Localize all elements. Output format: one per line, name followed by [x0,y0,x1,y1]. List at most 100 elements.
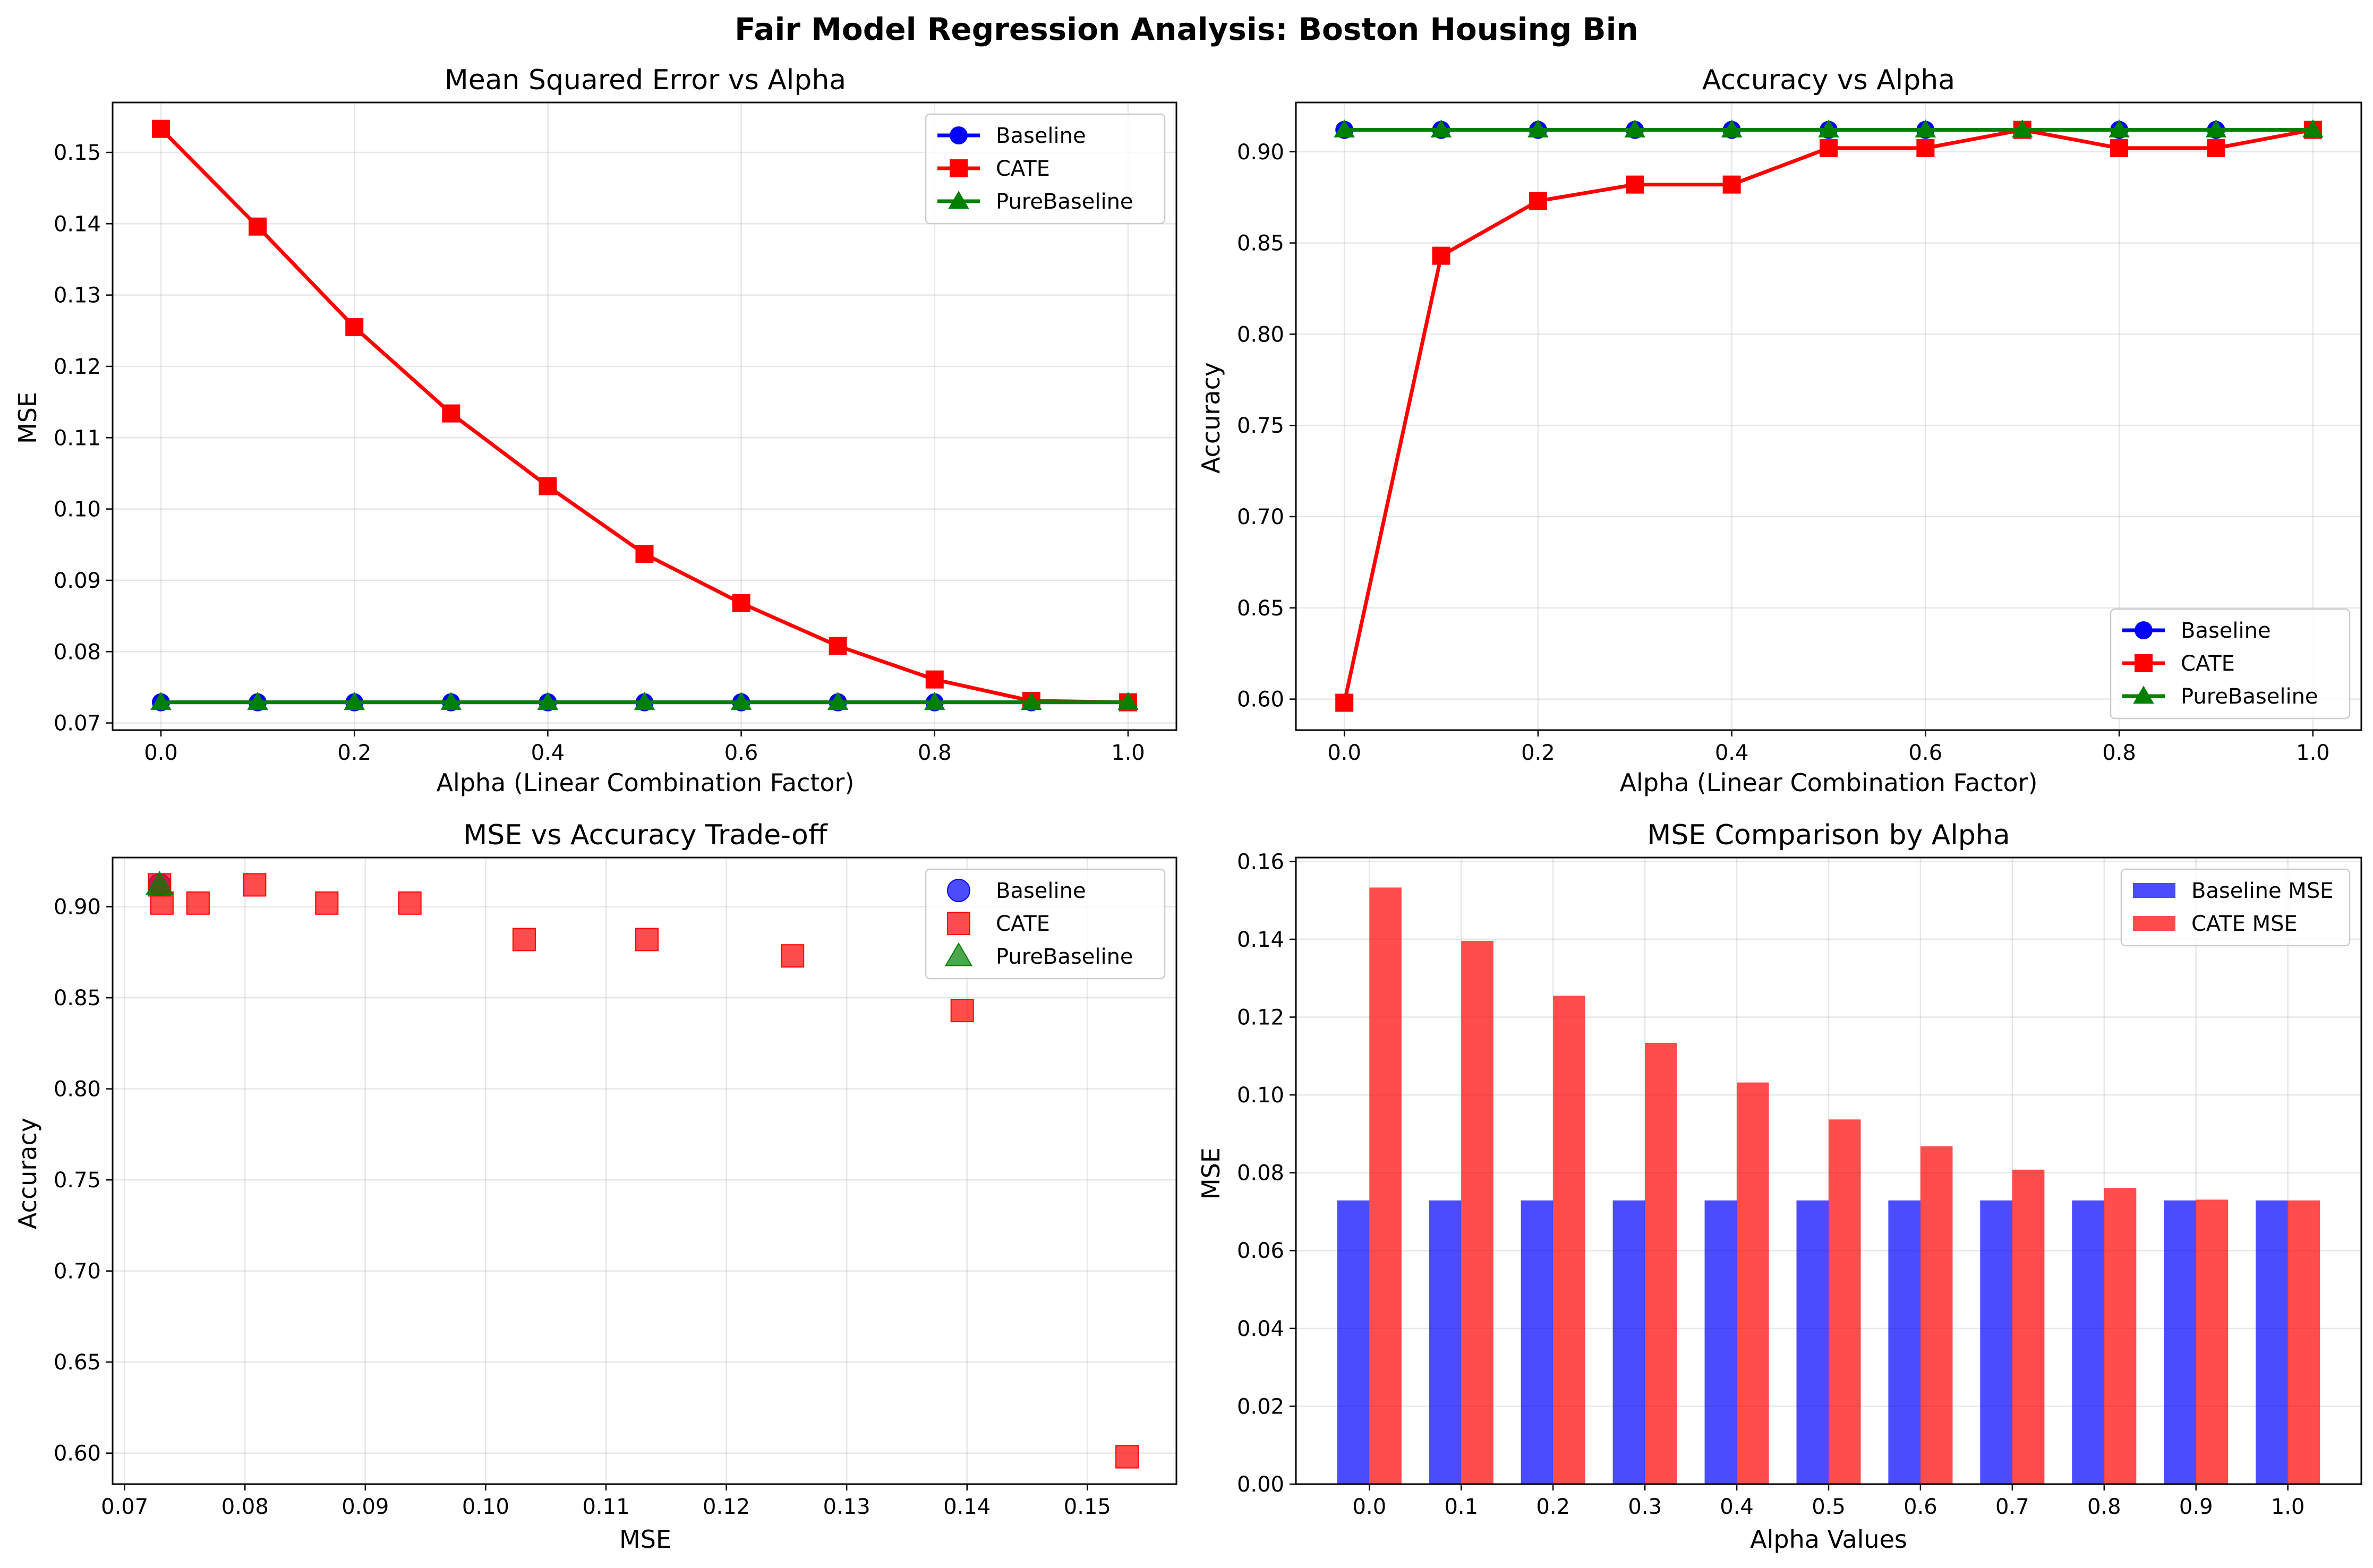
y-tick-label: 0.12 [1237,1005,1284,1030]
y-tick-label: 0.16 [1237,850,1284,874]
data-point [243,873,267,897]
legend-label: PureBaseline [996,945,1133,969]
data-point [1722,175,1741,194]
axes-frame [112,856,1177,1485]
y-tick-label: 0.60 [1237,688,1284,712]
legend-frame [2120,868,2351,947]
x-tick-label: 0.6 [724,741,758,765]
data-point [1624,119,1645,138]
bar [1920,1146,1953,1484]
data-point [512,928,536,952]
x-tick-label: 0.6 [1909,741,1943,765]
x-tick-label: 0.11 [582,1495,629,1519]
data-point [150,691,172,710]
legend-frame [925,113,1166,225]
panel-title: MSE vs Accuracy Trade-off [463,819,827,851]
y-tick-label: 0.06 [1237,1239,1284,1263]
bar [1369,887,1402,1484]
legend-item: CATE MSE [2133,912,2298,936]
bar [1337,1200,1370,1484]
data-point [1117,691,1139,710]
bar [1612,1200,1645,1484]
x-tick-label: 0.10 [462,1495,509,1519]
y-tick-label: 0.12 [54,355,101,379]
data-point [344,691,365,710]
plot-area: 0.60 0.65 0.70 0.75 0.80 0.85 0.90 0.07 0.08 0.09… [54,856,1177,1519]
bar [2256,1200,2288,1484]
legend-marker [2133,686,2154,704]
bar [1461,940,1493,1484]
data-point [1915,119,1936,138]
x-tick-label: 0.09 [342,1495,389,1519]
data-point [635,928,659,952]
legend-item: Baseline [2122,619,2271,643]
x-tick-label: 1.0 [2296,741,2330,765]
x-tick-label: 0.4 [1715,741,1749,765]
x-tick-label: 0.4 [1720,1495,1754,1519]
data-point [1820,139,1838,157]
bar [1645,1042,1677,1484]
legend-item: PureBaseline [944,942,1133,969]
x-tick-label: 0.4 [531,741,565,765]
x-tick-label: 0.2 [337,741,371,765]
legend-marker [2135,621,2153,639]
plot-area: 0.07 0.08 0.09 0.10 0.11 0.12 0.13 0.14 0.15 0.0 0… [54,101,1177,765]
data-point [442,404,460,423]
data-point [634,691,655,710]
legend-marker [948,191,969,209]
legend-frame [925,868,1166,980]
y-tick-label: 0.65 [54,1350,101,1375]
x-tick-label: 0.2 [1536,1495,1570,1519]
x-tick-label: 0.8 [918,741,952,765]
y-tick-label: 0.11 [54,426,101,450]
bar [1980,1200,2012,1484]
y-tick-label: 0.10 [54,498,101,522]
x-tick-label: 0.0 [1327,741,1361,765]
x-axis-label: Alpha Values [1750,1525,1907,1554]
y-axis-label: Accuracy [1197,362,1225,474]
data-point [2207,139,2225,157]
plot-area: 0.60 0.65 0.70 0.75 0.80 0.85 0.90 0.0 0.2 0.4 0.6… [1237,101,2362,765]
y-tick-label: 0.70 [54,1259,101,1284]
x-tick-label: 0.6 [1903,1495,1937,1519]
data-point [827,691,849,710]
legend-item: CATE [947,912,1050,936]
data-point [1334,119,1355,138]
data-point [1529,192,1547,210]
data-point [1626,175,1644,194]
data-point [730,691,752,710]
figure-suptitle: Fair Model Regression Analysis: Boston H… [735,11,1638,47]
panel-mse-vs-accuracy: MSE vs Accuracy Trade-off MSE Accuracy 0… [13,819,1177,1554]
y-tick-label: 0.14 [54,212,101,236]
data-point [1335,693,1354,712]
x-tick-label: 0.0 [1353,1495,1387,1519]
legend-marker [944,942,973,966]
x-tick-label: 1.0 [1111,741,1145,765]
x-tick-label: 0.3 [1628,1495,1662,1519]
data-point [1430,119,1452,138]
y-tick-label: 0.85 [54,986,101,1010]
y-tick-label: 0.09 [54,569,101,593]
data-point [1432,246,1450,265]
legend: Baseline CATE PureBaseline [925,113,1166,225]
bar [1704,1200,1737,1484]
data-point [635,545,654,563]
x-tick-label: 0.12 [703,1495,750,1519]
y-tick-label: 0.10 [1237,1083,1284,1108]
legend-frame [2110,608,2351,719]
data-point [249,217,267,236]
data-point [440,691,462,710]
y-tick-label: 0.90 [1237,140,1284,165]
x-axis-label: Alpha (Linear Combination Factor) [437,768,855,797]
y-tick-label: 0.85 [1237,232,1284,256]
axes-frame [1295,101,2362,731]
data-point [925,670,944,689]
data-point [537,691,559,710]
data-point [2302,119,2324,138]
legend-label: Baseline [2181,619,2271,643]
panel-accuracy-vs-alpha: Accuracy vs Alpha Alpha (Linear Combinat… [1197,64,2362,797]
bar [1796,1200,1829,1484]
legend-label: PureBaseline [2181,684,2318,709]
bar [1429,1200,1462,1484]
x-tick-label: 1.0 [2271,1495,2305,1519]
